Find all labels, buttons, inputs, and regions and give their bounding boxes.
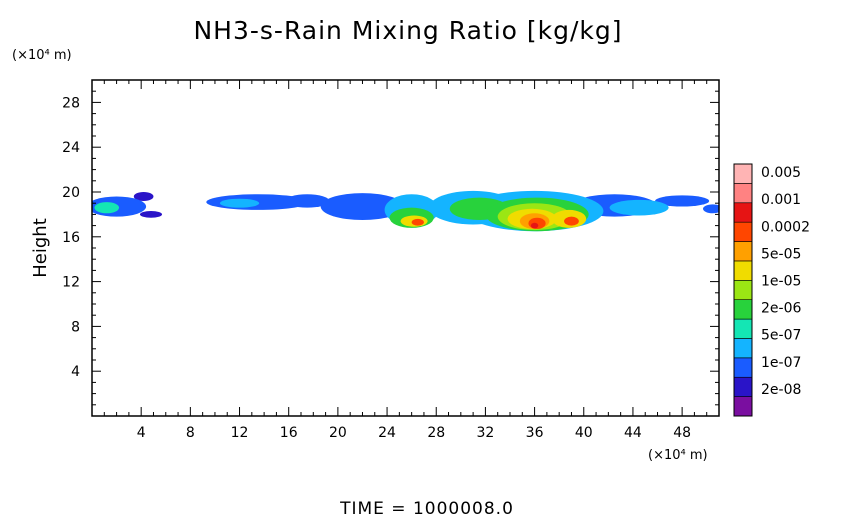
colorbar-swatch <box>733 241 753 262</box>
x-tick-label: 32 <box>476 425 494 441</box>
field-contour <box>411 218 424 226</box>
field-contour <box>133 192 154 201</box>
colorbar-label: 1e-07 <box>761 355 801 371</box>
x-axis-unit: (×10⁴ m) <box>648 448 708 463</box>
y-tick-label: 16 <box>62 230 80 246</box>
colorbar-label: 1e-05 <box>761 274 801 290</box>
time-label: TIME = 1000008.0 <box>339 499 514 519</box>
y-axis-label: Height <box>30 218 51 278</box>
y-tick-label: 20 <box>62 185 80 201</box>
y-tick-label: 8 <box>71 319 80 335</box>
field-contour <box>609 199 669 216</box>
y-tick-label: 28 <box>62 95 80 111</box>
x-tick-label: 12 <box>231 425 249 441</box>
field-contour <box>655 195 710 207</box>
colorbar-swatch <box>733 318 753 339</box>
colorbar-swatch <box>733 202 753 223</box>
plot-background <box>92 80 719 416</box>
colorbar-swatch <box>733 299 753 320</box>
y-tick-label: 12 <box>62 275 80 291</box>
x-tick-label: 36 <box>526 425 544 441</box>
colorbar-label: 0.001 <box>761 192 801 208</box>
colorbar-label: 2e-06 <box>761 301 801 317</box>
colorbar-swatch <box>733 163 753 184</box>
colorbar-swatch <box>733 183 753 204</box>
field-contour <box>703 204 719 214</box>
x-tick-label: 4 <box>137 425 146 441</box>
x-tick-label: 24 <box>378 425 396 441</box>
colorbar-swatch <box>733 357 753 378</box>
colorbar-swatch <box>733 376 753 397</box>
x-tick-label: 44 <box>624 425 642 441</box>
colorbar-swatch <box>733 221 753 242</box>
x-tick-label: 48 <box>673 425 691 441</box>
x-tick-label: 40 <box>575 425 593 441</box>
y-axis-unit: (×10⁴ m) <box>12 48 72 63</box>
x-tick-label: 20 <box>329 425 347 441</box>
colorbar-label: 0.0002 <box>761 219 810 235</box>
colorbar-swatch <box>733 396 753 417</box>
colorbar-labels: 0.005 0.001 0.0002 5e-05 1e-05 2e-06 5e-07 1e-0… <box>761 165 810 398</box>
colorbar-label: 2e-08 <box>761 382 801 398</box>
field-contour <box>139 211 163 218</box>
field-contour <box>530 222 539 229</box>
field-contour <box>285 194 330 208</box>
colorbar: 0.005 0.001 0.0002 5e-05 1e-05 2e-06 5e-07 1e-0… <box>733 163 810 417</box>
mixing-ratio-field <box>92 190 719 232</box>
y-tick-label: 4 <box>71 364 80 380</box>
field-contour <box>94 202 120 214</box>
colorbar-swatch <box>733 338 753 359</box>
chart-title: NH3-s-Rain Mixing Ratio [kg/kg] <box>193 16 622 45</box>
x-tick-label: 8 <box>186 425 195 441</box>
field-contour <box>320 193 405 220</box>
colorbar-frame <box>733 163 753 417</box>
x-tick-label: 16 <box>280 425 298 441</box>
colorbar-label: 5e-07 <box>761 328 801 344</box>
y-tick-label: 24 <box>62 140 80 156</box>
field-contour <box>564 216 579 226</box>
x-tick-label: 28 <box>427 425 445 441</box>
field-contour <box>219 198 260 208</box>
colorbar-label: 0.005 <box>761 165 801 181</box>
colorbar-swatch <box>733 260 753 281</box>
colorbar-swatches <box>733 163 753 417</box>
colorbar-label: 5e-05 <box>761 246 801 262</box>
colorbar-swatch <box>733 280 753 300</box>
